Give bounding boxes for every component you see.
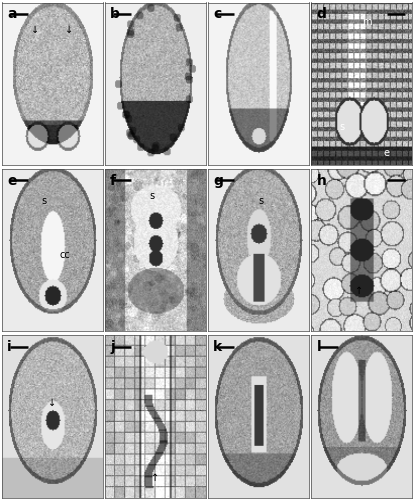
- Text: f: f: [110, 174, 116, 188]
- Text: i: i: [7, 340, 12, 354]
- Text: l: l: [316, 340, 320, 354]
- Text: e: e: [7, 174, 17, 188]
- Text: h: h: [316, 174, 325, 188]
- Text: e: e: [383, 148, 389, 158]
- Text: c: c: [213, 8, 221, 22]
- Text: ↓: ↓: [65, 25, 74, 35]
- Text: ↓: ↓: [31, 25, 39, 35]
- Text: s: s: [257, 196, 263, 206]
- Text: j: j: [110, 340, 114, 354]
- Text: ↑: ↑: [354, 286, 362, 296]
- Text: b: b: [110, 8, 120, 22]
- Text: k: k: [213, 340, 222, 354]
- Text: s: s: [150, 192, 154, 202]
- Text: d: d: [316, 8, 325, 22]
- Text: s: s: [338, 122, 343, 132]
- Text: ↑: ↑: [151, 473, 159, 483]
- Text: s: s: [42, 196, 47, 206]
- Text: cc: cc: [59, 250, 70, 260]
- Text: g: g: [213, 174, 223, 188]
- Text: m: m: [361, 17, 370, 27]
- Text: a: a: [7, 8, 17, 22]
- Text: ↓: ↓: [48, 398, 56, 408]
